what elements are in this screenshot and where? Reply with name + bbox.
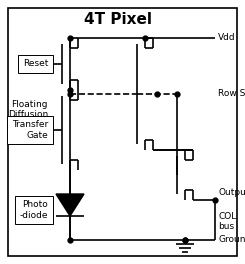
Text: 4T Pixel: 4T Pixel [84, 12, 152, 27]
Text: Output: Output [218, 188, 245, 197]
Text: Ground: Ground [218, 235, 245, 244]
Text: Floating
Diffusion: Floating Diffusion [8, 100, 48, 119]
Text: Vdd: Vdd [218, 34, 236, 43]
Text: Row Select: Row Select [218, 89, 245, 98]
Text: Reset: Reset [23, 59, 48, 68]
Text: COL
bus: COL bus [218, 212, 236, 232]
Polygon shape [56, 194, 84, 216]
Text: Photo
-diode: Photo -diode [20, 200, 48, 220]
Text: Transfer
Gate: Transfer Gate [12, 120, 48, 140]
